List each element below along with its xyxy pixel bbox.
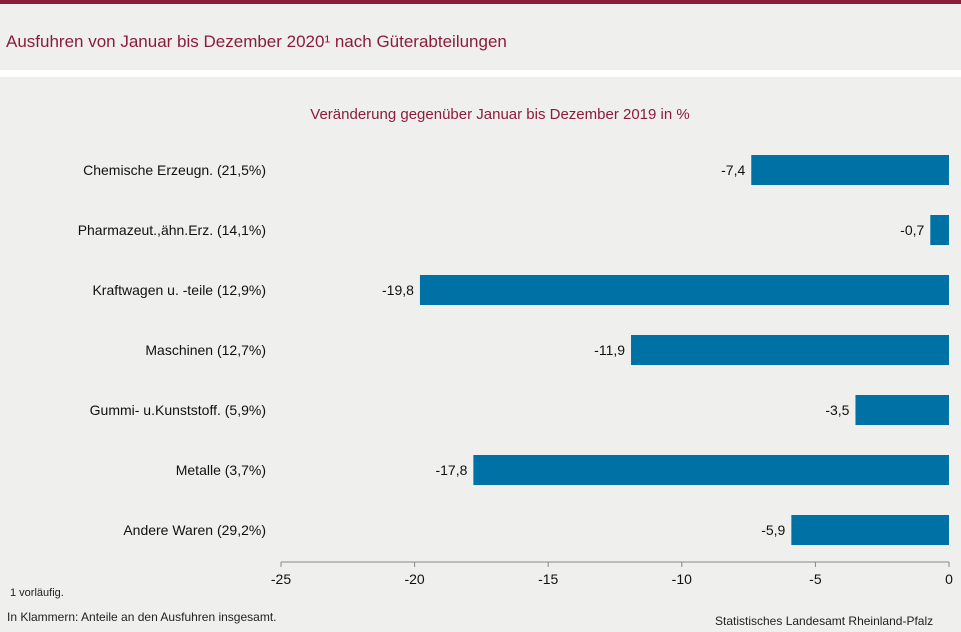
category-label: Andere Waren (29,2%) <box>123 522 266 538</box>
data-label: -19,8 <box>382 282 414 298</box>
x-tick-label: -25 <box>271 571 291 587</box>
x-tick-label: -10 <box>672 571 692 587</box>
data-label: -5,9 <box>761 522 785 538</box>
x-tick-label: -15 <box>538 571 558 587</box>
data-label: -3,5 <box>825 402 849 418</box>
bar <box>791 515 949 545</box>
footnote: 1 vorläufig. <box>10 587 64 599</box>
bar <box>930 215 949 245</box>
data-label: -11,9 <box>594 342 625 358</box>
bar <box>631 335 949 365</box>
x-tick-label: -20 <box>404 571 424 587</box>
bar <box>855 395 949 425</box>
category-label: Kraftwagen u. -teile (12,9%) <box>92 282 266 298</box>
chart-subtitle: Veränderung gegenüber Januar bis Dezembe… <box>310 106 690 123</box>
data-label: -0,7 <box>900 222 924 238</box>
x-tick-label: -5 <box>809 571 822 587</box>
bar <box>473 455 949 485</box>
header-bar: Ausfuhren von Januar bis Dezember 2020¹ … <box>0 4 961 70</box>
data-label: -17,8 <box>435 462 467 478</box>
chart-title: Ausfuhren von Januar bis Dezember 2020¹ … <box>6 32 507 51</box>
category-label: Pharmazeut.,ähn.Erz. (14,1%) <box>78 222 266 238</box>
category-label: Metalle (3,7%) <box>176 462 266 478</box>
bar <box>751 155 949 185</box>
bar <box>419 275 950 305</box>
category-label: Maschinen (12,7%) <box>145 342 266 358</box>
top-rule <box>0 0 961 4</box>
data-label: -7,4 <box>721 162 745 178</box>
x-tick-label: 0 <box>945 571 953 587</box>
separator <box>0 70 961 77</box>
note: In Klammern: Anteile an den Ausfuhren in… <box>7 610 277 624</box>
source: Statistisches Landesamt Rheinland-Pfalz <box>715 614 934 628</box>
category-label: Gummi- u.Kunststoff. (5,9%) <box>90 402 266 418</box>
category-label: Chemische Erzeugn. (21,5%) <box>83 162 266 178</box>
